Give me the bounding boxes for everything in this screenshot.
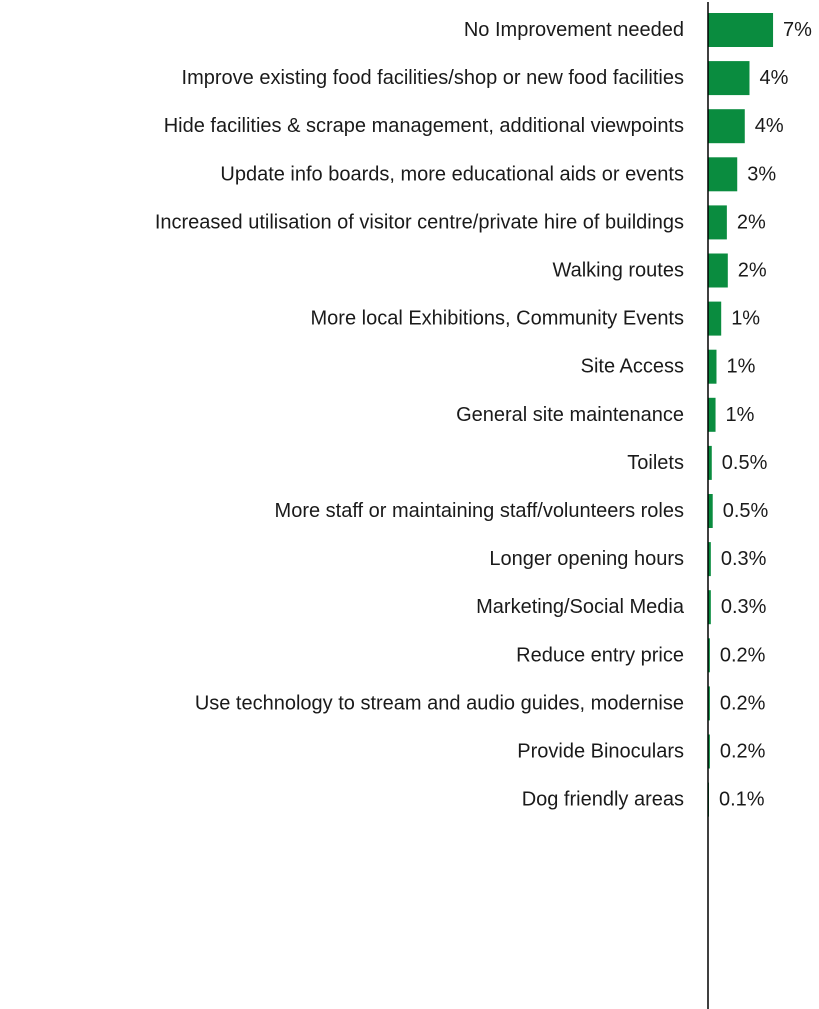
category-label: Improve existing food facilities/shop or… (182, 67, 684, 89)
data-label: 1% (726, 356, 755, 378)
data-label: 0.1% (719, 789, 765, 811)
category-label: Toilets (627, 452, 684, 474)
category-label: Marketing/Social Media (476, 596, 685, 618)
bar (708, 445, 712, 480)
data-label: 3% (747, 163, 776, 185)
category-label: More staff or maintaining staff/voluntee… (275, 500, 684, 522)
data-label: 2% (738, 260, 767, 282)
data-label: 1% (726, 404, 755, 426)
data-label: 0.5% (722, 452, 768, 474)
category-label: Site Access (581, 356, 684, 378)
data-label: 7% (783, 19, 812, 41)
bars-group (708, 13, 774, 817)
bar (708, 494, 713, 528)
category-label: Longer opening hours (489, 548, 684, 570)
data-label: 1% (731, 308, 760, 330)
bar (708, 13, 774, 47)
bar (708, 61, 750, 96)
bar (708, 253, 728, 288)
bar (708, 686, 710, 721)
category-label: No Improvement needed (464, 19, 684, 41)
value-labels-group: 7% 4% 4% 3% 2% 2% 1% 1% 1% 0.5% 0.5% 0.3% 0.3% 0.2% 0.… (719, 19, 812, 811)
bar (708, 301, 722, 336)
category-label: Reduce entry price (516, 644, 684, 666)
category-label: Provide Binoculars (517, 741, 684, 763)
bar (708, 205, 727, 240)
bar (708, 397, 716, 432)
category-label: More local Exhibitions, Community Events (311, 308, 684, 330)
data-label: 2% (737, 211, 766, 233)
bar (708, 638, 710, 673)
data-label: 0.5% (723, 500, 769, 522)
bar (708, 109, 745, 144)
bar (708, 349, 717, 384)
category-label: Update info boards, more educational aid… (220, 163, 684, 185)
bar (708, 157, 738, 192)
category-labels-group: No Improvement needed Improve existing fo… (155, 19, 685, 811)
data-label: 0.2% (720, 692, 766, 714)
data-label: 0.3% (721, 596, 767, 618)
category-label: Hide facilities & scrape management, add… (164, 115, 684, 137)
data-label: 4% (755, 115, 784, 137)
category-label: Walking routes (552, 260, 684, 282)
bar (708, 590, 711, 625)
data-label: 0.3% (721, 548, 767, 570)
category-label: Use technology to stream and audio guide… (195, 692, 684, 714)
bar (708, 734, 710, 769)
data-label: 0.2% (720, 741, 766, 763)
bar (708, 542, 711, 577)
data-label: 0.2% (720, 644, 766, 666)
category-label: General site maintenance (456, 404, 684, 426)
data-label: 4% (759, 67, 788, 89)
category-label: Increased utilisation of visitor centre/… (155, 211, 684, 233)
category-label: Dog friendly areas (522, 789, 684, 811)
